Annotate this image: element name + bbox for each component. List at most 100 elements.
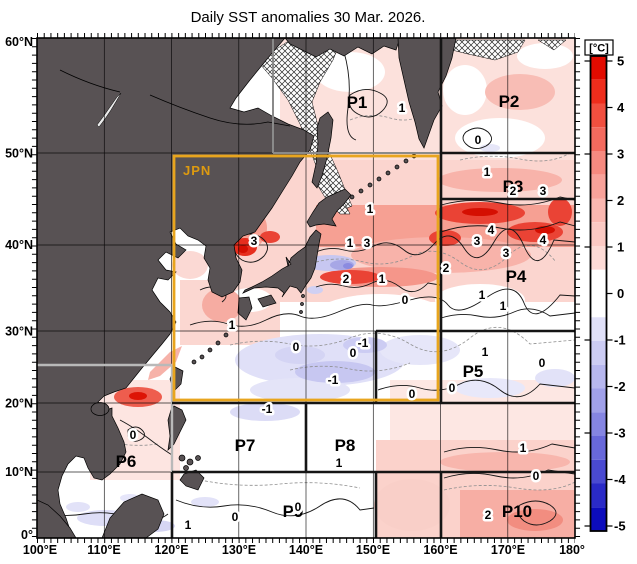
contour-label: 0 bbox=[449, 381, 456, 395]
hainan bbox=[90, 402, 110, 416]
colorbar-unit-box bbox=[584, 39, 614, 56]
contour-label: 1 bbox=[479, 288, 486, 302]
region-label-p10: P10 bbox=[502, 502, 532, 521]
contour-label: -1 bbox=[262, 402, 273, 416]
region-label-p1: P1 bbox=[347, 93, 368, 112]
sakhalin bbox=[311, 111, 334, 189]
contour-label: 1 bbox=[482, 345, 489, 359]
svg-text:0: 0 bbox=[617, 286, 624, 301]
colorbar: [°C] bbox=[584, 39, 626, 534]
contour-label: 0 bbox=[130, 428, 137, 442]
axis-ticks bbox=[31, 32, 581, 544]
region-label-p9: P9 bbox=[283, 502, 304, 521]
contour-label: 4 bbox=[488, 223, 495, 237]
contour-label: 1 bbox=[336, 456, 343, 470]
kyushu bbox=[237, 296, 253, 321]
svg-text:-5: -5 bbox=[614, 519, 626, 534]
lat-label: 60°N bbox=[5, 35, 33, 49]
map-frame bbox=[36, 37, 576, 539]
hokkaido bbox=[306, 188, 352, 228]
contour-label: 1 bbox=[520, 441, 527, 455]
contour-label: 3 bbox=[540, 184, 547, 198]
colorbar-tick-marks bbox=[584, 60, 613, 527]
jpn-region-box: JPN bbox=[172, 154, 440, 402]
lon-label: 150°E bbox=[356, 543, 390, 557]
mindanao bbox=[179, 469, 205, 491]
colorbar-tick-labels: 5 4 3 2 1 0 -1 -2 -3 -4 -5 bbox=[614, 54, 626, 534]
kuril-islands bbox=[349, 153, 417, 200]
svg-text:2: 2 bbox=[617, 193, 624, 208]
region-label-p5: P5 bbox=[463, 362, 484, 381]
contour-label: 3 bbox=[503, 246, 510, 260]
honshu bbox=[242, 229, 322, 298]
lon-label: 160°E bbox=[423, 543, 457, 557]
borneo bbox=[101, 493, 165, 538]
region-label-p7: P7 bbox=[235, 436, 256, 455]
contour-label: 3 bbox=[474, 234, 481, 248]
contour-label: 1 bbox=[484, 165, 491, 179]
contour-label: 1 bbox=[399, 101, 406, 115]
contour-label: 0 bbox=[350, 346, 357, 360]
colorbar-unit-label: [°C] bbox=[589, 43, 609, 55]
lat-label: 40°N bbox=[5, 238, 33, 252]
contour-label: 2 bbox=[485, 508, 492, 522]
jpn-box-label: JPN bbox=[183, 163, 211, 178]
svg-text:5: 5 bbox=[617, 54, 624, 69]
colorbar-cells bbox=[590, 56, 607, 531]
north-okhotsk-coast bbox=[284, 38, 401, 58]
region-label-p8: P8 bbox=[335, 436, 356, 455]
lat-label: 30°N bbox=[5, 325, 33, 339]
svg-text:-3: -3 bbox=[614, 426, 626, 441]
contour-label: 0 bbox=[295, 500, 302, 514]
sumatra bbox=[37, 499, 77, 538]
contour-label: 0 bbox=[409, 387, 416, 401]
latitude-axis: 60°N 50°N 40°N 30°N 20°N 10°N 0° bbox=[5, 35, 33, 542]
contour-label: 2 bbox=[343, 272, 350, 286]
contour-label: 0 bbox=[402, 293, 409, 307]
region-label-p3: P3 bbox=[503, 177, 524, 196]
lat-label: 50°N bbox=[5, 147, 33, 161]
contour-label: 1 bbox=[367, 202, 374, 216]
contour-label: 1 bbox=[347, 236, 354, 250]
lat-label: 20°N bbox=[5, 397, 33, 411]
lon-label: 130°E bbox=[222, 543, 256, 557]
chart-title: Daily SST anomalies 30 Mar. 2026. bbox=[191, 9, 426, 26]
longitude-axis: 100°E 110°E 120°E 130°E 140°E 150°E 160°… bbox=[23, 543, 585, 557]
contour-value-labels: 1 0 1 2 3 1 3 1 3 4 3 4 3 2 2 1 1 1 0 1 … bbox=[127, 99, 549, 535]
lat-label: 0° bbox=[21, 528, 33, 542]
contour-label: 0 bbox=[475, 133, 482, 147]
contour-label: 0 bbox=[533, 469, 540, 483]
svg-text:3: 3 bbox=[617, 147, 624, 162]
svg-text:-1: -1 bbox=[614, 333, 626, 348]
lake-baikal bbox=[96, 92, 122, 128]
ryukyu-islands bbox=[191, 324, 236, 365]
contour-label: 3 bbox=[251, 234, 258, 248]
contour-label: 1 bbox=[229, 318, 236, 332]
region-label-p6: P6 bbox=[116, 452, 137, 471]
lon-label: 180° bbox=[559, 543, 585, 557]
contour-label: -1 bbox=[358, 336, 369, 350]
map-plot-area: JPN P1 P2 P3 P4 P5 P6 P7 P8 P9 P10 1 0 1… bbox=[37, 38, 575, 538]
contour-label: 0 bbox=[293, 340, 300, 354]
lat-label: 10°N bbox=[5, 465, 33, 479]
region-labels: P1 P2 P3 P4 P5 P6 P7 P8 P9 P10 bbox=[116, 92, 533, 521]
contour-label: 2 bbox=[443, 261, 450, 275]
contour-label: 0 bbox=[232, 510, 239, 524]
svg-text:1: 1 bbox=[617, 240, 624, 255]
izu-islands bbox=[299, 294, 305, 314]
svg-text:4: 4 bbox=[617, 100, 625, 115]
lon-label: 170°E bbox=[491, 543, 525, 557]
lon-label: 100°E bbox=[23, 543, 57, 557]
region-label-p2: P2 bbox=[499, 92, 520, 111]
shikoku bbox=[257, 294, 277, 308]
contour-label: 1 bbox=[185, 518, 192, 532]
contour-label: 3 bbox=[364, 236, 371, 250]
region-boxes bbox=[37, 38, 575, 538]
region-label-p4: P4 bbox=[506, 267, 527, 286]
contour-label: 1 bbox=[500, 299, 507, 313]
svg-text:-4: -4 bbox=[614, 472, 626, 487]
contour-label: 1 bbox=[379, 272, 386, 286]
contour-label: -1 bbox=[328, 373, 339, 387]
